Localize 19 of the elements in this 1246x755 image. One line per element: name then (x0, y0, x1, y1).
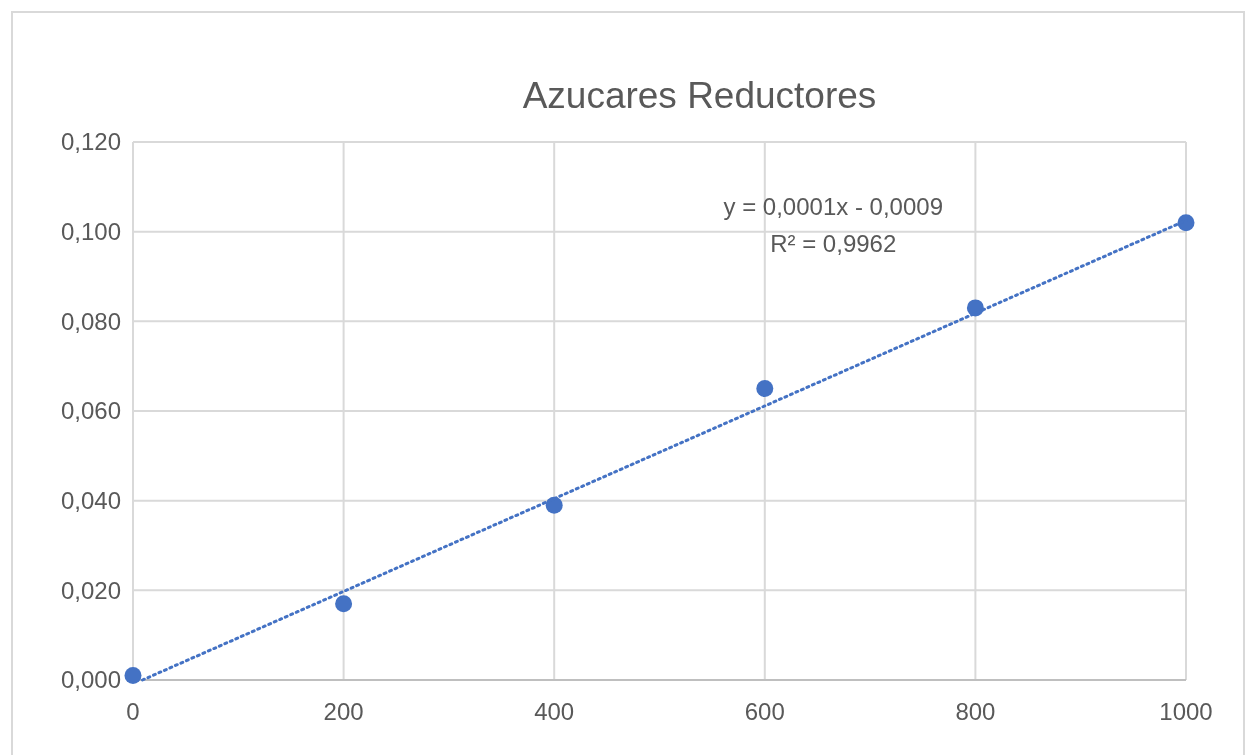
annotation: y = 0,0001x - 0,0009 (723, 192, 943, 220)
x-tick-label: 600 (744, 698, 785, 725)
y-tick-label: 0,060 (60, 397, 121, 425)
y-tick-label: 0,120 (60, 128, 121, 156)
x-tick-label: 0 (126, 698, 140, 725)
y-tick-label: 0,020 (60, 576, 121, 604)
point (124, 667, 142, 685)
point (335, 595, 353, 613)
annotation: R² = 0,9962 (770, 229, 897, 257)
y-tick-label: 0,100 (60, 218, 121, 246)
y-tick-label: 0,000 (60, 666, 121, 694)
x-tick-label: 400 (534, 698, 575, 725)
x-tick-label: 200 (323, 698, 364, 725)
y-tick-label: 0,080 (60, 307, 121, 335)
chart-title: Azucares Reductores (522, 75, 877, 116)
point (756, 380, 774, 398)
x-tick-label: 800 (955, 698, 996, 725)
x-tick-label: 1000 (1159, 698, 1213, 725)
y-tick-label: 0,040 (60, 487, 121, 515)
